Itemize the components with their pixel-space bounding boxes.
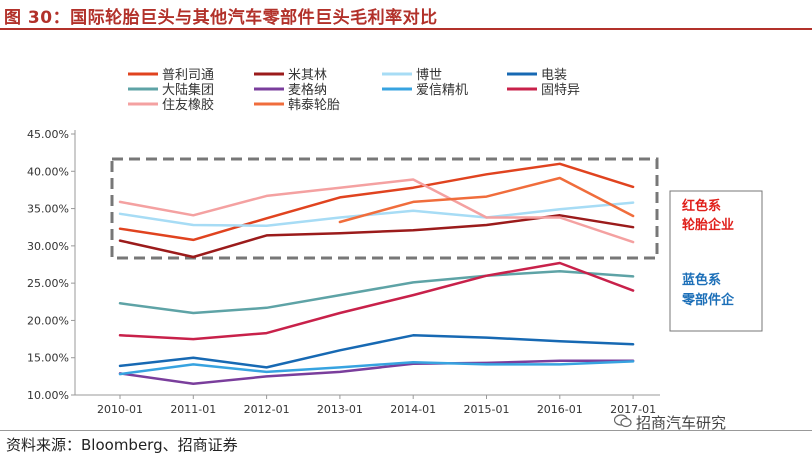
legend-label: 普利司通 — [162, 68, 214, 83]
blue-group-label-2: 零部件企 — [681, 292, 735, 308]
x-tick-label: 2010-01 — [97, 403, 143, 416]
series-lines — [118, 162, 635, 386]
legend-label: 爱信精机 — [416, 83, 468, 98]
blue-group-label: 蓝色系 — [682, 272, 721, 288]
title-bar: 图 30：国际轮胎巨头与其他汽车零部件巨头毛利率对比 — [0, 0, 812, 30]
series-line — [118, 360, 635, 376]
figure-title: 图 30：国际轮胎巨头与其他汽车零部件巨头毛利率对比 — [4, 8, 438, 28]
source-note: 资料来源：Bloomberg、招商证券 — [6, 436, 238, 454]
x-tick-label: 2016-01 — [537, 403, 583, 416]
tire-group-highlight-box — [110, 157, 659, 260]
series-line — [118, 214, 635, 259]
x-tick-label: 2013-01 — [317, 403, 363, 416]
y-tick-label: 20.00% — [27, 314, 69, 327]
y-tick-label: 15.00% — [27, 352, 69, 365]
x-tick-label: 2011-01 — [170, 403, 216, 416]
y-tick-label: 40.00% — [27, 165, 69, 178]
legend-label: 固特异 — [541, 83, 580, 98]
legend-label: 米其林 — [288, 68, 327, 83]
series-line — [118, 269, 635, 315]
x-tick-label: 2017-01 — [610, 403, 656, 416]
legend-label: 住友橡胶 — [162, 97, 214, 113]
wechat-icon — [614, 414, 632, 428]
series-line — [118, 178, 635, 244]
legend-label: 电装 — [541, 68, 567, 83]
y-tick-label: 45.00% — [27, 128, 69, 141]
y-tick-label: 35.00% — [27, 203, 69, 216]
legend-label: 大陆集团 — [162, 82, 214, 98]
x-tick-label: 2014-01 — [390, 403, 436, 416]
series-line — [118, 201, 635, 227]
series-line — [118, 261, 635, 341]
y-tick-label: 25.00% — [27, 277, 69, 290]
title-divider — [0, 28, 812, 30]
y-tick-label: 10.00% — [27, 389, 69, 402]
axes: 10.00% 15.00% 20.00% 25.00% 30.00% 35.00% 40.0… — [27, 128, 660, 416]
legend-label: 韩泰轮胎 — [288, 98, 340, 113]
series-line — [118, 334, 635, 369]
red-group-label: 红色系 — [682, 198, 721, 214]
series-line — [118, 162, 635, 242]
watermark: 招商汽车研究 — [636, 414, 727, 432]
series-line — [338, 176, 635, 224]
legend-label: 麦格纳 — [288, 82, 327, 98]
series-line — [118, 359, 635, 386]
y-tick-label: 30.00% — [27, 240, 69, 253]
x-tick-label: 2012-01 — [244, 403, 290, 416]
x-tick-label: 2015-01 — [464, 403, 510, 416]
source-divider — [0, 430, 812, 431]
group-annotation-box — [669, 190, 763, 332]
legend-label: 博世 — [416, 68, 442, 83]
red-group-label-2: 轮胎企业 — [682, 217, 734, 233]
